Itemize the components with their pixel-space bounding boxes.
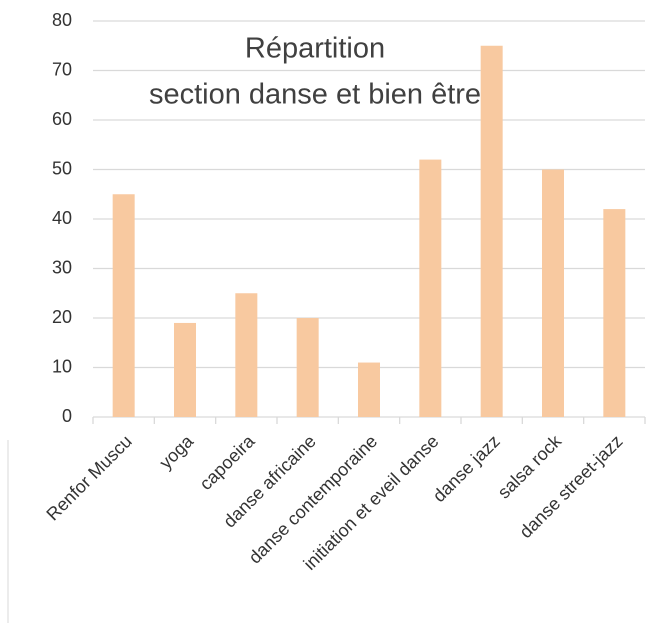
bar xyxy=(419,159,442,417)
y-tick-label: 60 xyxy=(52,109,72,129)
chart-title: section danse et bien être xyxy=(149,79,481,111)
y-tick-label: 0 xyxy=(62,406,72,426)
y-tick-label: 30 xyxy=(52,257,72,277)
y-tick-label: 70 xyxy=(52,59,72,79)
bar xyxy=(603,209,626,417)
bar xyxy=(480,45,503,417)
bar xyxy=(296,318,319,417)
bar xyxy=(174,322,196,417)
chart-title: Répartition xyxy=(245,33,385,65)
y-tick-label: 80 xyxy=(52,10,72,30)
bar xyxy=(235,293,258,417)
y-tick-label: 50 xyxy=(52,158,72,178)
bar xyxy=(358,362,380,417)
y-tick-label: 40 xyxy=(52,208,72,228)
bar xyxy=(112,194,135,417)
y-tick-label: 10 xyxy=(52,356,72,376)
bar xyxy=(542,169,564,417)
y-tick-label: 20 xyxy=(52,307,72,327)
